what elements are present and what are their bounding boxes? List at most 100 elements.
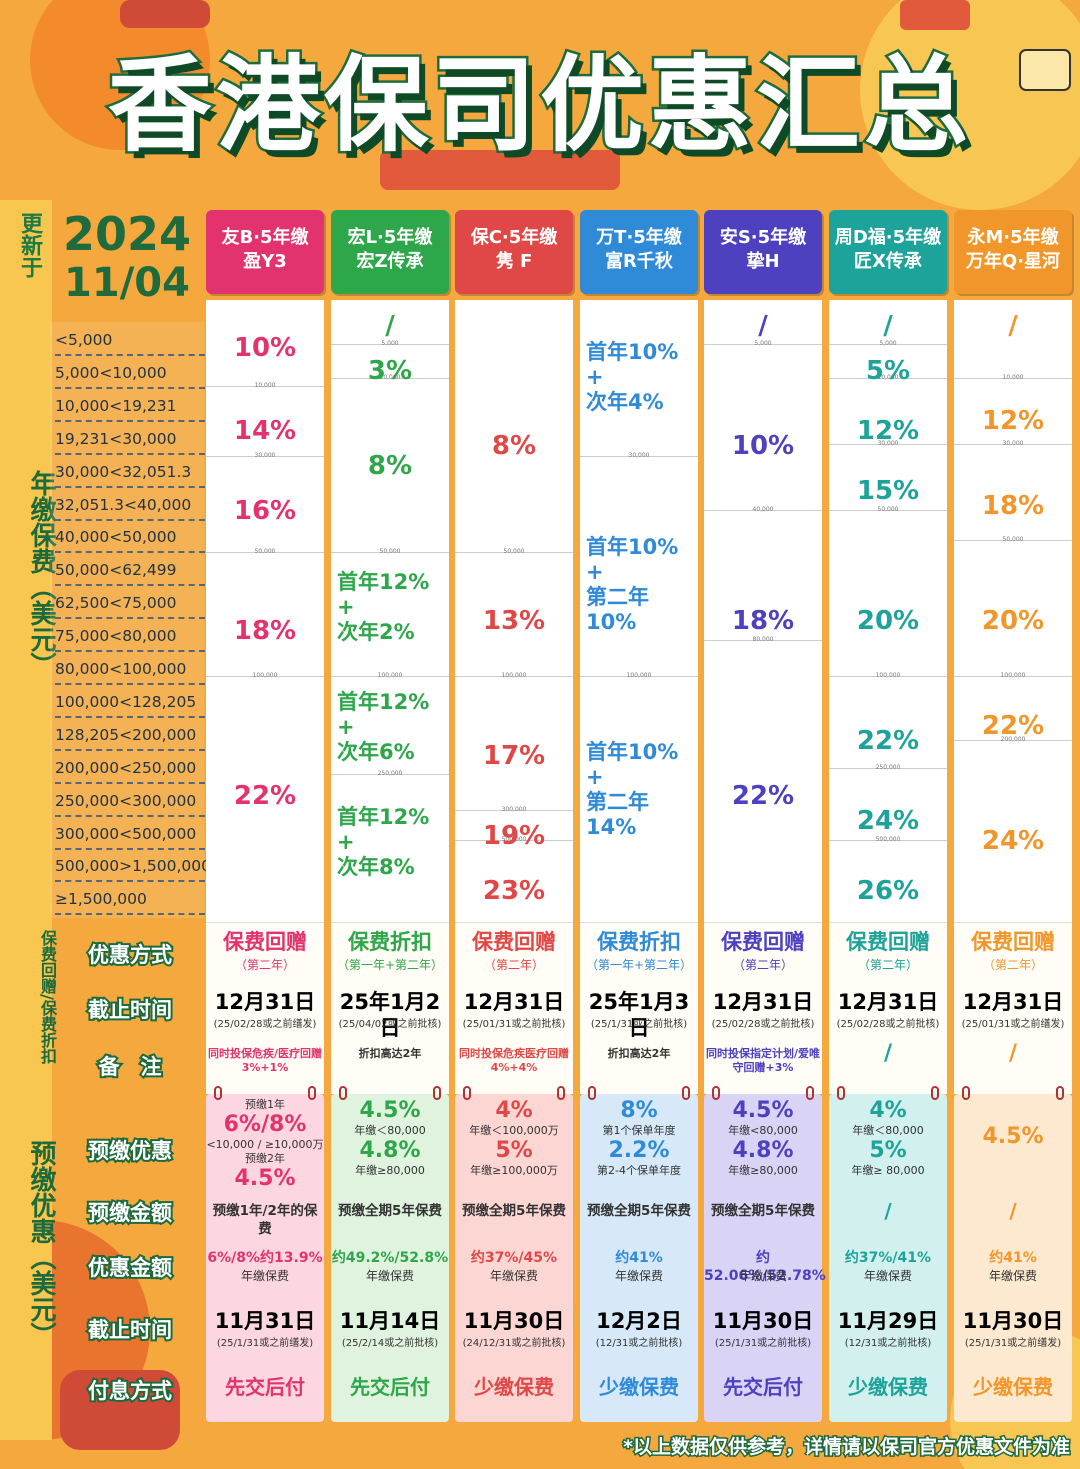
rebate-subtitle: （第一年+第二年） (336, 958, 444, 972)
binder-ring-icon (1056, 1086, 1064, 1100)
product-name-line2: 富R千秋 (605, 251, 673, 272)
prepay-line: 年缴＜80,000 (354, 1124, 426, 1137)
premium-side-label: 年缴保费（美元） (26, 470, 56, 678)
prepay-line: 4% (869, 1098, 907, 1123)
row-label-method: 优惠方式 (86, 941, 174, 969)
rebate-type: 保费折扣 (348, 930, 432, 954)
premium-tier-panel: 10,000 30,000 50,000 100,000 10% 14% 16% 18% 22% (206, 300, 324, 922)
prepay-deadline-note: (24/12/31或之前批核) (462, 1338, 566, 1349)
product-header: 安S·5年缴 挚H (704, 210, 822, 294)
prepay-discount-block: 4% 年缴＜100,000万 5% 年缴≥100,000万 (455, 1098, 573, 1178)
prepay-line: 年缴≥100,000万 (470, 1164, 558, 1177)
tier-divider-line (206, 552, 324, 553)
premium-rate-line: 次年2% (337, 620, 415, 644)
tier-divider-line (206, 676, 324, 677)
prepay-line: 年缴<80,000 (728, 1124, 798, 1137)
tier-divider-label: 30,000 (254, 452, 276, 459)
product-header: 保C·5年缴隽 F (455, 210, 573, 294)
tier-divider-label: 10,000 (1002, 374, 1024, 381)
tier-divider-line (455, 552, 573, 553)
premium-rate-value: 8% (367, 451, 413, 481)
rebate-deadline-note: (25/02/28或之前缮发) (213, 1019, 317, 1030)
tier-divider-line (206, 456, 324, 457)
update-date: 2024 11/04 (52, 208, 202, 306)
rebate-cell: 保费折扣 （第一年+第二年） 25年1月3日 (25/1/31或之前批核) 折扣高达2年 (580, 922, 698, 1094)
tier-divider-label: 100,000 (875, 672, 901, 679)
rebate-deadline-note: (25/01/31或之前缮发) (961, 1019, 1065, 1030)
rebate-deadline-note: (25/02/28或之前批核) (711, 1019, 815, 1030)
tier-divider-label: 50,000 (503, 548, 525, 555)
update-year: 2024 (62, 207, 192, 261)
premium-rate-value: 13% (482, 606, 546, 636)
premium-rate-line: 首年12% (337, 690, 430, 714)
premium-rate-line: + (337, 715, 355, 739)
tier-divider-label: 50,000 (254, 548, 276, 555)
prepay-line: 年缴≥ 80,000 (851, 1164, 925, 1177)
rebate-note: 同时投保指定计划/爱唯守回赠+3% (705, 1047, 821, 1074)
interest-method: 先交后付 (350, 1375, 430, 1399)
tier-divider-label: 250,000 (875, 764, 901, 771)
premium-rate-value: 首年10% + 第二年10% (586, 535, 698, 635)
tier-divider-line (829, 378, 947, 379)
tier-divider-label: 100,000 (1000, 672, 1026, 679)
discount-amount: 约52.06%/52.78% (704, 1250, 826, 1284)
rebate-type: 保费回赠 (472, 930, 556, 954)
premium-rate-value: 10% (731, 431, 795, 461)
binder-rings (704, 1086, 822, 1102)
prepay-line: <10,000 / ≥10,000万 (206, 1138, 324, 1151)
product-name-line1: 宏L·5年缴 (347, 227, 433, 248)
premium-rate-line: + (586, 765, 604, 789)
binder-ring-icon (214, 1086, 222, 1100)
premium-rate-value: 24% (981, 826, 1045, 856)
premium-rate-value: / (385, 311, 395, 341)
premium-rate-value: 17% (482, 741, 546, 771)
product-name-line1: 保C·5年缴 (470, 227, 558, 248)
prepay-line: 第2-4个保单年度 (597, 1164, 681, 1177)
premium-rate-value: 5% (865, 356, 911, 386)
product-name-line1: 永M·5年缴 (967, 227, 1059, 248)
tier-divider-line (331, 676, 449, 677)
interest-method: 少缴保费 (973, 1375, 1053, 1399)
premium-rate-value: / (883, 311, 893, 341)
prepay-deadline-note: (12/31或之前批核) (844, 1338, 932, 1349)
binder-rings (206, 1086, 324, 1102)
premium-range-label: 62,500<75,000 (55, 587, 205, 620)
binder-ring-icon (463, 1086, 471, 1100)
premium-rate-line: + (337, 595, 355, 619)
tier-divider-line (954, 676, 1072, 677)
premium-tier-panel: 10,000 30,000 50,000 100,000 200,000 / 12% 18% 2… (954, 300, 1072, 922)
binder-ring-icon (806, 1086, 814, 1100)
premium-rate-value: 20% (856, 606, 920, 636)
rebate-subtitle: （第二年） (234, 958, 295, 972)
premium-rate-value: 18% (233, 616, 297, 646)
prepay-line: 预缴1年 (245, 1098, 285, 1111)
rebate-deadline-note: (25/02/28或之前批核) (836, 1019, 940, 1030)
premium-rate-value: 22% (981, 711, 1045, 741)
discount-basis: 年缴保费 (988, 1269, 1037, 1283)
tier-divider-line (829, 768, 947, 769)
prepay-amount: 预缴1年/2年的保费 (212, 1203, 318, 1237)
rebate-note: 同时投保危疾/医疗回赠3%+1% (207, 1047, 323, 1074)
rebate-note: 折扣高达2年 (607, 1047, 671, 1060)
premium-rate-line: + (586, 560, 604, 584)
premium-rate-value: 首年10% + 次年4% (586, 340, 698, 415)
binder-ring-icon (712, 1086, 720, 1100)
binder-rings (580, 1086, 698, 1102)
discount-basis: 年缴保费 (738, 1269, 787, 1283)
premium-tier-panel: 5,000 10,000 50,000 100,000 250,000 / 3% 8% 首年12… (331, 300, 449, 922)
update-month-day: 11/04 (64, 260, 190, 306)
premium-range-label: 250,000<300,000 (55, 785, 205, 817)
row-label-interest: 付息方式 (86, 1377, 174, 1405)
rebate-cell: 保费回赠 （第二年） 12月31日 (25/02/28或之前缮发) 同时投保危疾/医疗回… (206, 922, 324, 1094)
binder-ring-icon (931, 1086, 939, 1100)
rebate-note: 同时投保危疾医疗回赠4%+4% (459, 1047, 569, 1074)
product-name-line2: 挚H (746, 251, 780, 272)
rebate-deadline: 12月31日 (962, 990, 1064, 1014)
premium-range-label: 5,000<10,000 (55, 357, 205, 389)
premium-range-label: ≥1,500,000 (55, 883, 205, 916)
premium-range-label: <5,000 (55, 324, 205, 356)
prepay-discount-block: 4% 年缴＜80,000 5% 年缴≥ 80,000 (829, 1098, 947, 1178)
interest-method: 少缴保费 (474, 1375, 554, 1399)
product-header: 周D福·5年缴 匠X传承 (829, 210, 947, 294)
discount-basis: 年缴保费 (863, 1269, 912, 1283)
